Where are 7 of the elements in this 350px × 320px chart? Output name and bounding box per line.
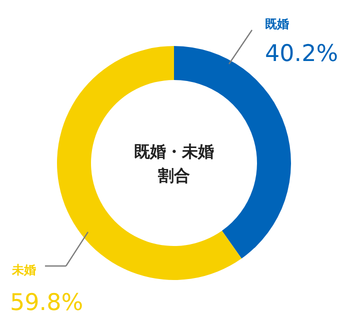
donut-slice <box>57 46 242 280</box>
slice-label: 未婚 <box>11 263 36 277</box>
data-label: 40.2% <box>265 41 338 67</box>
text: 既婚・未婚 <box>134 142 214 161</box>
text: 割合 <box>157 166 190 185</box>
slice-label: 既婚 <box>265 17 289 31</box>
data-label: 59.8% <box>10 290 84 316</box>
